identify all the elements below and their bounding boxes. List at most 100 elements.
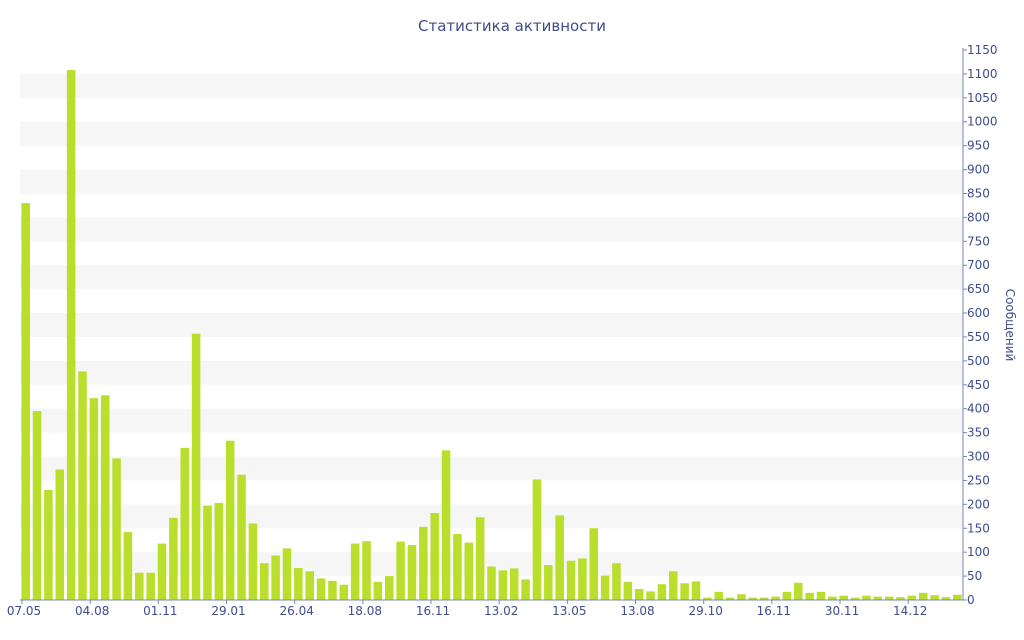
bar[interactable] [328, 580, 337, 600]
bar[interactable] [430, 512, 439, 600]
bar[interactable] [953, 594, 962, 600]
bar[interactable] [339, 584, 349, 600]
bar[interactable] [203, 505, 212, 600]
bar[interactable] [555, 515, 564, 600]
bar[interactable] [112, 458, 121, 600]
bar[interactable] [805, 592, 814, 600]
y-tick-label: 1150 [967, 43, 998, 57]
bar[interactable] [759, 597, 769, 600]
bar[interactable] [862, 595, 871, 600]
bar[interactable] [646, 591, 655, 600]
bar[interactable] [441, 450, 451, 600]
x-tick-label: 29.01 [211, 604, 245, 618]
bar[interactable] [748, 597, 758, 600]
bar[interactable] [169, 517, 178, 600]
bar[interactable] [918, 592, 928, 600]
bar[interactable] [44, 490, 53, 600]
bar[interactable] [135, 572, 144, 600]
bar[interactable] [691, 581, 701, 600]
bar[interactable] [294, 567, 303, 600]
bar[interactable] [714, 591, 723, 600]
bar[interactable] [941, 597, 951, 600]
bar[interactable] [600, 575, 610, 600]
bar[interactable] [191, 333, 201, 600]
bar[interactable] [544, 565, 553, 600]
bar[interactable] [396, 541, 405, 600]
y-tick-label: 800 [967, 210, 990, 224]
bar[interactable] [873, 596, 883, 600]
bar[interactable] [828, 596, 837, 600]
bar[interactable] [498, 570, 508, 600]
bar[interactable] [896, 597, 905, 600]
bar[interactable] [703, 597, 712, 600]
y-tick-label: 100 [967, 545, 990, 559]
bar[interactable] [32, 411, 42, 600]
bar[interactable] [794, 582, 803, 600]
bar[interactable] [407, 545, 417, 600]
bar[interactable] [771, 596, 780, 600]
bar[interactable] [316, 578, 326, 600]
y-tick-label: 450 [967, 378, 990, 392]
bar[interactable] [373, 581, 383, 600]
bar-series [21, 70, 962, 601]
grid-band [20, 121, 963, 146]
bar[interactable] [532, 479, 542, 600]
y-tick-label: 1100 [967, 67, 998, 81]
bar[interactable] [623, 581, 633, 600]
bar[interactable] [123, 532, 133, 600]
bar[interactable] [612, 563, 621, 600]
bar[interactable] [566, 560, 576, 600]
bar[interactable] [475, 517, 485, 600]
bar[interactable] [225, 440, 235, 600]
y-tick-label: 350 [967, 426, 990, 440]
bar[interactable] [100, 395, 110, 600]
bar[interactable] [157, 543, 167, 600]
y-tick-label: 400 [967, 402, 990, 416]
bar[interactable] [271, 555, 280, 600]
bar[interactable] [66, 70, 76, 601]
bar[interactable] [737, 594, 746, 600]
bar[interactable] [350, 543, 360, 600]
bar[interactable] [419, 526, 428, 600]
bar[interactable] [464, 542, 474, 600]
bar[interactable] [669, 571, 678, 600]
bar[interactable] [180, 447, 189, 600]
bar[interactable] [850, 597, 860, 600]
bar[interactable] [589, 528, 599, 600]
bar[interactable] [907, 595, 917, 600]
bar[interactable] [362, 541, 371, 600]
bar[interactable] [930, 595, 939, 600]
bar[interactable] [782, 591, 792, 600]
y-tick-label: 600 [967, 306, 990, 320]
bar[interactable] [634, 589, 644, 600]
bar[interactable] [214, 502, 224, 600]
bar[interactable] [384, 576, 394, 600]
grid-band [20, 504, 963, 529]
bar[interactable] [725, 597, 735, 600]
bar[interactable] [816, 591, 826, 600]
bar[interactable] [282, 548, 292, 600]
y-tick-label: 1050 [967, 91, 998, 105]
grid-band [20, 73, 963, 98]
bar[interactable] [509, 568, 519, 600]
bar[interactable] [657, 584, 667, 600]
bar[interactable] [146, 572, 155, 600]
bar[interactable] [578, 558, 587, 600]
bar[interactable] [55, 469, 65, 600]
bar[interactable] [680, 583, 689, 600]
bar[interactable] [521, 579, 530, 600]
bar[interactable] [89, 398, 99, 600]
bar[interactable] [487, 566, 496, 600]
bar[interactable] [453, 534, 462, 600]
y-tick-label: 550 [967, 330, 990, 344]
grid-band [20, 456, 963, 481]
bar[interactable] [78, 371, 87, 600]
bar[interactable] [884, 596, 894, 600]
bar[interactable] [248, 523, 258, 600]
bar[interactable] [305, 571, 314, 600]
grid-band [20, 360, 963, 385]
bar[interactable] [237, 474, 246, 600]
bar[interactable] [839, 595, 848, 600]
bar[interactable] [21, 203, 30, 601]
bar[interactable] [260, 563, 269, 600]
